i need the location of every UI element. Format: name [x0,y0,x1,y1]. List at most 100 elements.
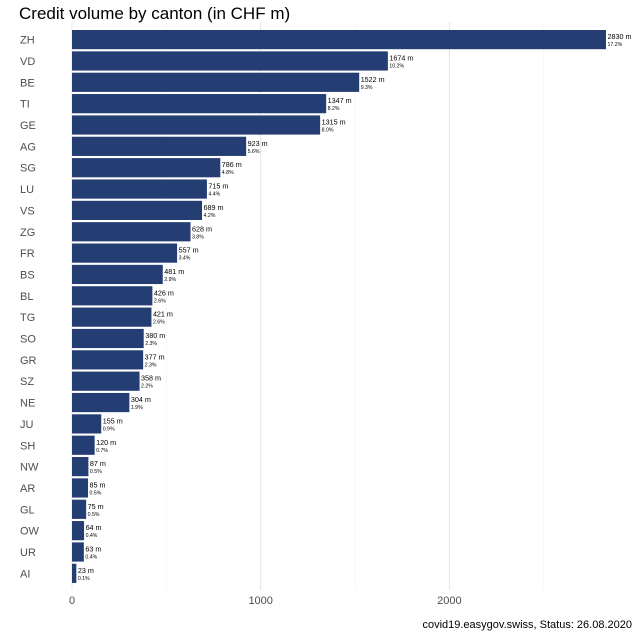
value-label: 1347 m [328,96,352,105]
share-label: 8.2% [328,106,340,112]
value-label: 87 m [90,459,106,468]
bar-so [72,328,144,349]
axis-layer: 0 1000 2000 [69,595,462,607]
share-label: 2.3% [145,341,157,347]
value-label: 377 m [145,352,165,361]
share-label: 9.3% [361,85,373,91]
share-label: 3.8% [192,234,204,240]
bar-gl [72,499,87,519]
share-label: 10.2% [389,63,404,69]
value-label: 1674 m [389,53,413,62]
bar-ai [72,563,77,583]
share-label: 2.2% [141,384,153,390]
bar-zh [72,30,606,50]
value-label: 421 m [153,310,173,319]
category-label: SH [20,440,35,452]
value-label: 358 m [141,374,161,383]
bar-tg [72,307,152,327]
category-label: UR [20,547,36,559]
category-label: BL [20,291,33,303]
value-label: 63 m [85,545,101,554]
share-label: 2.6% [154,298,166,304]
category-label: VS [20,205,35,217]
value-label: 75 m [88,502,104,511]
x-tick-label: 0 [69,595,75,607]
bar-fr [72,243,178,263]
share-label: 0.9% [103,426,115,432]
chart-title: Credit volume by canton (in CHF m) [19,4,291,23]
share-label: 17.2% [608,42,623,48]
category-label: GR [20,355,37,367]
share-label: 0.4% [85,555,97,561]
category-label: GE [20,120,36,132]
value-label: 1522 m [361,75,385,84]
bar-layer [72,30,606,583]
category-label: SG [20,163,36,175]
category-label: SZ [20,376,34,388]
share-label: 0.5% [90,490,102,496]
share-label: 1.9% [131,405,143,411]
category-label: ZG [20,227,35,239]
bar-lu [72,179,207,199]
share-label: 2.6% [153,320,165,326]
value-label: 1315 m [322,118,346,127]
category-label: TI [20,99,30,111]
value-label: 715 m [208,182,228,191]
category-label: LU [20,184,34,196]
value-label: 689 m [204,203,224,212]
bar-ur [72,542,84,562]
value-label: 64 m [86,523,102,532]
bar-sz [72,371,140,391]
value-label: 481 m [164,267,184,276]
bar-ne [72,392,130,413]
share-label: 0.1% [78,576,90,582]
category-label: NE [20,398,35,410]
share-label: 0.4% [86,533,98,539]
bar-sg [72,158,221,178]
bar-vd [72,51,388,71]
share-label: 4.4% [208,192,220,198]
bar-nw [72,457,89,477]
label-layer: ZH 2830 m17.2% VD 1674 m10.2% BE 1522 m9.3% TI… [20,32,631,582]
value-label: 23 m [78,566,94,575]
share-label: 8.0% [322,128,334,134]
bar-ag [72,136,247,156]
bar-be [72,72,360,92]
value-label: 557 m [179,246,199,255]
value-label: 85 m [90,480,106,489]
share-label: 2.9% [164,277,176,283]
bar-gr [72,350,144,370]
value-label: 304 m [131,395,151,404]
bar-sh [72,435,95,455]
chart-caption: covid19.easygov.swiss, Status: 26.08.202… [422,619,632,631]
value-label: 923 m [248,139,268,148]
category-label: OW [20,526,40,538]
bar-ge [72,115,321,135]
bar-ow [72,521,85,541]
category-label: NW [20,462,39,474]
category-label: VD [20,56,35,68]
share-label: 3.4% [179,256,191,262]
bar-ju [72,414,102,434]
category-label: AG [20,141,36,153]
value-label: 380 m [145,331,165,340]
value-label: 155 m [103,416,123,425]
category-label: AR [20,483,35,495]
category-label: ZH [20,35,35,47]
category-label: SO [20,334,36,346]
bar-bs [72,264,163,285]
value-label: 786 m [222,160,242,169]
category-label: BS [20,269,35,281]
x-tick-label: 2000 [437,595,461,607]
category-label: TG [20,312,35,324]
share-label: 0.5% [90,469,102,475]
bar-bl [72,286,153,306]
bar-vs [72,200,203,220]
share-label: 2.3% [145,362,157,368]
category-label: AI [20,568,30,580]
bar-ti [72,94,327,114]
category-label: FR [20,248,35,260]
x-tick-label: 1000 [248,595,272,607]
value-label: 426 m [154,288,174,297]
